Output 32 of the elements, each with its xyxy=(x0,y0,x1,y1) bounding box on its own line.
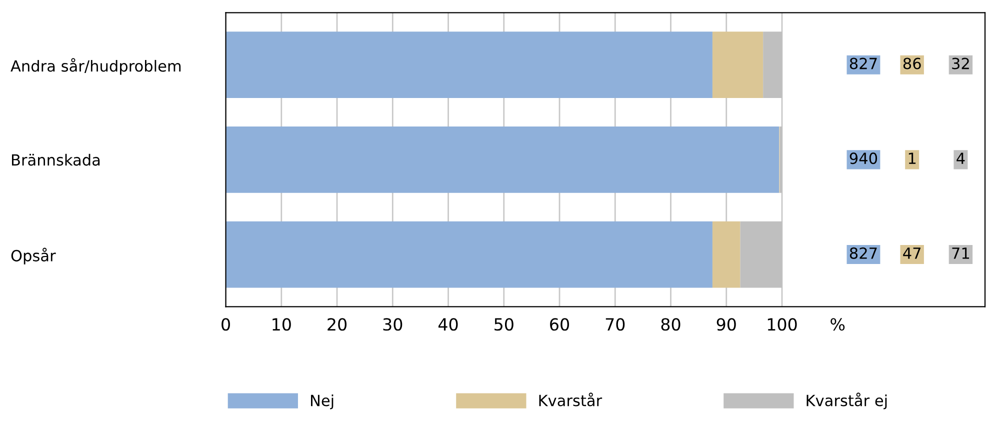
annotation: 940 xyxy=(850,152,878,164)
x-tick-label: 80 xyxy=(661,318,680,331)
x-tick-label: 100 xyxy=(768,318,797,331)
annotation: 1 xyxy=(908,152,916,164)
bar xyxy=(226,32,712,98)
x-tick-label: 30 xyxy=(383,318,402,331)
annotation: 827 xyxy=(850,247,877,259)
x-tick-label: 70 xyxy=(606,318,625,331)
x-tick-label: 90 xyxy=(716,318,736,331)
legend-label: Nej xyxy=(311,394,334,410)
bar xyxy=(712,32,764,98)
legend-label: Kvarstår ej xyxy=(806,392,887,410)
annotation: 86 xyxy=(903,58,921,70)
x-tick-label: 0 xyxy=(222,318,230,331)
y-tick-label: Opsår xyxy=(11,248,56,264)
x-tick-label: 40 xyxy=(438,318,458,331)
x-tick-label: 60 xyxy=(550,318,570,331)
annotation: 827 xyxy=(850,58,877,70)
x-tick-label: 10 xyxy=(272,318,291,331)
annotation: 71 xyxy=(952,248,970,259)
bar xyxy=(226,126,780,193)
y-tick-label: Brännskada xyxy=(12,154,100,166)
x-tick-label: 20 xyxy=(328,318,347,331)
legend-label: Kvarstår xyxy=(539,392,602,406)
annotation: 4 xyxy=(956,152,965,164)
x-tick-label: 50 xyxy=(494,318,514,331)
annotation: 47 xyxy=(903,248,920,259)
bar xyxy=(712,221,740,288)
annotation: 32 xyxy=(952,58,969,70)
x-tick-label: % xyxy=(830,318,845,331)
bar xyxy=(226,221,712,288)
y-tick-label: Andra sår/hudproblem xyxy=(10,58,181,75)
